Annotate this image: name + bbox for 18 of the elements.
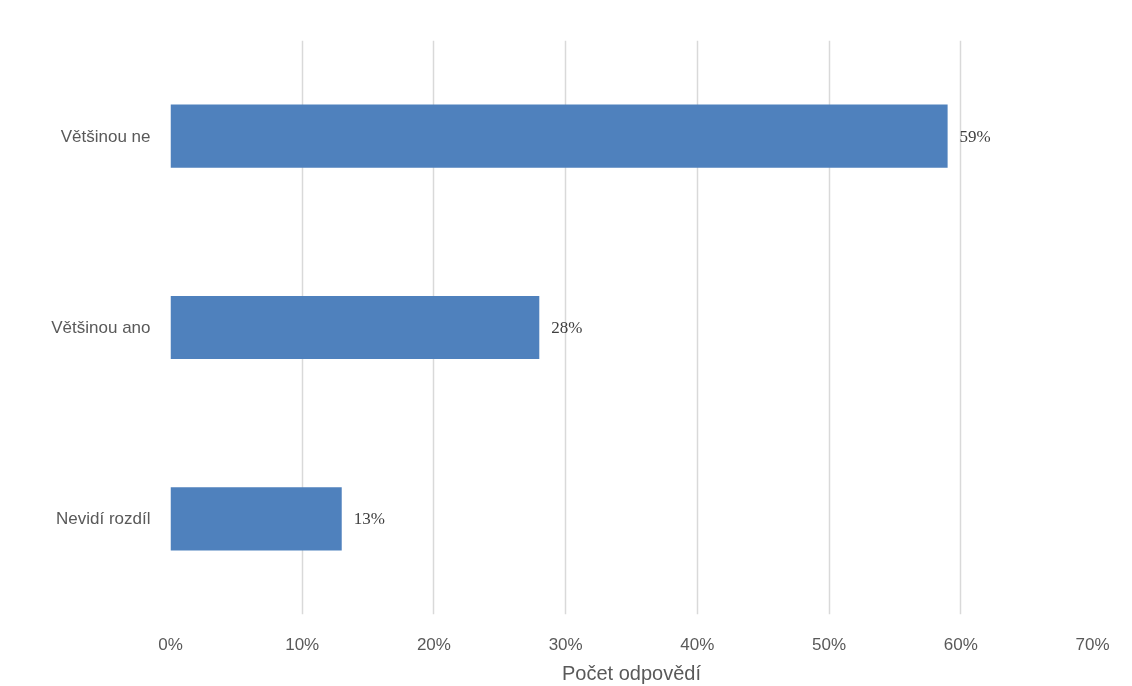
data-label: 59% <box>959 126 991 146</box>
x-axis-title: Počet odpovědí <box>562 661 702 684</box>
y-tick-label: Většinou ano <box>51 318 151 337</box>
x-tick-label: 60% <box>943 634 978 654</box>
data-label: 13% <box>353 509 385 529</box>
x-tick-label: 10% <box>285 634 320 654</box>
y-tick-label: Většinou ne <box>60 126 151 146</box>
x-tick-label: 50% <box>812 634 847 654</box>
x-tick-label: 70% <box>1075 634 1110 654</box>
bar <box>170 104 948 168</box>
y-tick-label: Nevidí rozdíl <box>56 509 151 529</box>
x-tick-label: 0% <box>158 634 183 654</box>
x-tick-label: 40% <box>680 634 715 654</box>
bar <box>170 295 540 360</box>
bar <box>170 487 342 551</box>
data-label: 28% <box>551 318 583 337</box>
x-tick-label: 30% <box>548 634 583 654</box>
x-tick-label: 20% <box>416 634 451 654</box>
